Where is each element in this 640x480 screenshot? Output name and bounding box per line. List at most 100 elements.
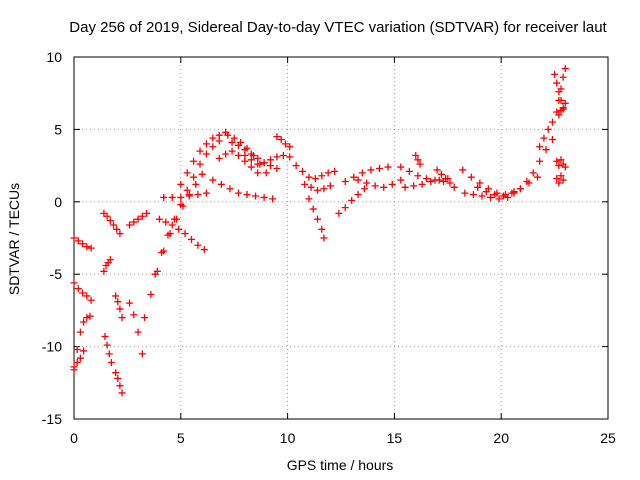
data-point — [80, 347, 88, 355]
data-point — [74, 237, 82, 245]
data-point — [559, 73, 567, 81]
data-point — [305, 173, 313, 181]
data-point — [516, 185, 524, 193]
data-point — [529, 169, 537, 177]
plot-frame — [73, 56, 609, 420]
data-point — [405, 167, 413, 175]
data-point — [320, 185, 328, 193]
data-point — [147, 290, 155, 298]
data-point — [198, 170, 206, 178]
data-point — [354, 176, 362, 184]
data-point — [196, 160, 204, 168]
data-point — [416, 160, 424, 168]
data-point — [555, 179, 563, 187]
data-point — [138, 350, 146, 358]
data-point — [177, 201, 185, 209]
data-point — [260, 159, 268, 167]
data-point — [273, 153, 281, 161]
data-point — [70, 363, 78, 371]
data-point — [478, 192, 486, 200]
data-point — [418, 180, 426, 188]
data-point — [557, 96, 565, 104]
data-point — [83, 243, 91, 251]
data-point — [548, 136, 556, 144]
data-point — [194, 241, 202, 249]
data-point — [234, 151, 242, 159]
data-point — [267, 156, 275, 164]
data-point — [134, 328, 142, 336]
data-point — [262, 169, 270, 177]
data-point — [557, 172, 565, 180]
data-point — [87, 296, 95, 304]
data-point — [177, 193, 185, 201]
data-point — [183, 186, 191, 194]
data-point — [217, 180, 225, 188]
data-point — [341, 178, 349, 186]
data-point — [138, 212, 146, 220]
data-point — [311, 175, 319, 183]
data-point — [467, 173, 475, 181]
data-point — [160, 193, 168, 201]
data-point — [367, 166, 375, 174]
data-point — [561, 99, 569, 107]
data-point — [320, 234, 328, 242]
data-point — [183, 169, 191, 177]
data-point — [116, 230, 124, 238]
data-point — [190, 157, 198, 165]
data-point — [360, 185, 368, 193]
data-point — [414, 156, 422, 164]
data-point — [202, 150, 210, 158]
data-point — [192, 180, 200, 188]
data-point — [307, 183, 315, 191]
data-point — [401, 183, 409, 191]
data-point — [202, 140, 210, 148]
data-point — [200, 246, 208, 254]
data-point — [397, 163, 405, 171]
data-point — [252, 192, 260, 200]
x-tick-label: 5 — [177, 430, 185, 446]
data-point — [286, 143, 294, 151]
data-points — [70, 65, 569, 397]
data-point — [281, 140, 289, 148]
data-point — [375, 164, 383, 172]
data-point — [151, 270, 159, 278]
data-point — [112, 292, 120, 300]
x-tick-label: 25 — [600, 430, 616, 446]
data-point — [446, 179, 454, 187]
data-point — [499, 192, 507, 200]
data-point — [553, 157, 561, 165]
data-point — [105, 350, 113, 358]
data-point — [226, 185, 234, 193]
data-point — [551, 70, 559, 78]
data-point — [559, 104, 567, 112]
data-point — [491, 191, 499, 199]
data-point — [523, 178, 531, 186]
data-point — [487, 193, 495, 201]
data-point — [335, 209, 343, 217]
data-point — [107, 359, 115, 367]
data-point — [79, 240, 87, 248]
data-point — [116, 382, 124, 390]
data-point — [435, 176, 443, 184]
data-point — [371, 182, 379, 190]
data-point — [427, 178, 435, 186]
data-point — [177, 180, 185, 188]
data-point — [110, 221, 118, 229]
data-point — [118, 314, 126, 322]
data-point — [314, 215, 322, 223]
data-point — [70, 234, 78, 242]
y-tick-label: -15 — [42, 411, 62, 427]
data-point — [241, 151, 249, 159]
data-point — [305, 195, 313, 203]
data-point — [106, 256, 114, 264]
data-point — [269, 195, 277, 203]
data-point — [228, 138, 236, 146]
data-point — [114, 374, 122, 382]
data-point — [79, 289, 87, 297]
data-point — [358, 169, 366, 177]
data-point — [555, 162, 563, 170]
data-point — [561, 65, 569, 73]
axis-ticks — [73, 56, 609, 420]
tick-labels: 0 5 10 15 20 25 -15 -10 -5 0 5 10 — [42, 49, 616, 446]
data-point — [279, 151, 287, 159]
